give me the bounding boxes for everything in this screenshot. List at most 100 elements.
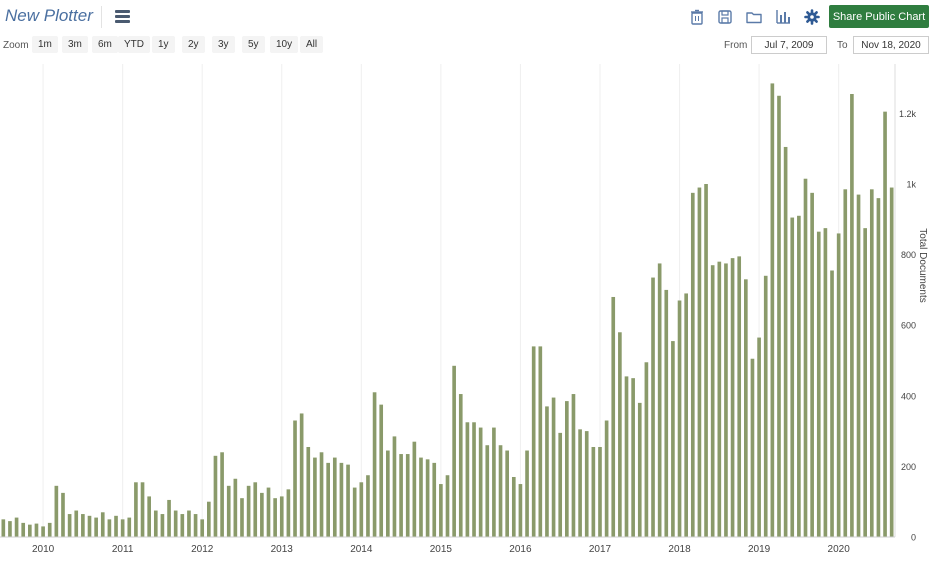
zoom-1y-button[interactable]: 1y	[152, 36, 175, 53]
bar-2018-09[interactable]	[730, 258, 735, 537]
bar-2016-07[interactable]	[558, 432, 563, 537]
bar-2015-03[interactable]	[452, 365, 456, 537]
bar-2011-03[interactable]	[134, 482, 138, 537]
bar-2014-07[interactable]	[399, 454, 403, 537]
trash-icon[interactable]	[688, 8, 706, 26]
bar-2011-01[interactable]	[120, 519, 125, 537]
bar-2011-12[interactable]	[193, 514, 198, 537]
bar-2015-05[interactable]	[465, 422, 470, 537]
bar-2012-11[interactable]	[266, 487, 271, 537]
bar-2011-09[interactable]	[173, 510, 178, 537]
bar-2020-06[interactable]	[869, 189, 874, 537]
bar-2014-11[interactable]	[425, 459, 430, 537]
bar-2013-11[interactable]	[346, 464, 350, 537]
bar-2019-03[interactable]	[770, 83, 775, 537]
bar-2012-07[interactable]	[240, 498, 244, 537]
bar-2017-04[interactable]	[618, 332, 622, 537]
zoom-6m-button[interactable]: 6m	[92, 36, 118, 53]
to-date-input[interactable]	[853, 36, 929, 54]
bar-2015-01[interactable]	[439, 484, 443, 537]
bar-2016-08[interactable]	[565, 401, 569, 537]
bar-2012-06[interactable]	[233, 478, 238, 537]
bar-2015-07[interactable]	[478, 427, 483, 537]
bar-2013-07[interactable]	[319, 452, 324, 537]
bar-2009-08[interactable]	[8, 521, 12, 537]
bar-2012-01[interactable]	[200, 519, 205, 537]
bar-2012-05[interactable]	[226, 485, 231, 537]
bar-2010-06[interactable]	[74, 510, 79, 537]
bar-2019-09[interactable]	[810, 192, 814, 537]
bar-2018-08[interactable]	[724, 263, 728, 537]
bar-2012-02[interactable]	[207, 501, 211, 537]
bar-2018-03[interactable]	[690, 192, 695, 537]
bar-2017-08[interactable]	[644, 362, 649, 537]
bar-2018-02[interactable]	[684, 293, 688, 537]
bar-2015-02[interactable]	[445, 475, 450, 537]
bar-2017-05[interactable]	[624, 376, 629, 537]
bar-2011-08[interactable]	[167, 499, 171, 537]
bar-2012-03[interactable]	[213, 455, 218, 537]
bar-2019-05[interactable]	[783, 146, 788, 537]
bar-2010-08[interactable]	[87, 515, 92, 537]
zoom-5y-button[interactable]: 5y	[242, 36, 265, 53]
bar-2016-01[interactable]	[518, 484, 523, 537]
bar-2017-10[interactable]	[657, 263, 662, 537]
bar-2013-12[interactable]	[352, 487, 357, 537]
bar-2017-03[interactable]	[611, 296, 616, 537]
bar-2016-03[interactable]	[531, 346, 536, 537]
bar-2013-06[interactable]	[313, 457, 317, 537]
bar-2017-06[interactable]	[631, 378, 635, 537]
bar-2019-01[interactable]	[757, 337, 761, 537]
bar-2018-07[interactable]	[717, 261, 722, 537]
zoom-1m-button[interactable]: 1m	[32, 36, 58, 53]
bar-2020-01[interactable]	[836, 233, 841, 537]
bar-2018-12[interactable]	[750, 358, 755, 537]
bar-2010-07[interactable]	[81, 514, 85, 537]
bar-2018-01[interactable]	[677, 300, 682, 538]
bar-2013-08[interactable]	[326, 462, 330, 537]
hamburger-menu-icon[interactable]	[115, 10, 130, 23]
bar-2011-02[interactable]	[127, 517, 132, 537]
bar-2009-09[interactable]	[14, 517, 19, 537]
bar-2010-12[interactable]	[114, 515, 118, 537]
bar-2011-07[interactable]	[160, 514, 165, 537]
bar-2014-04[interactable]	[379, 404, 384, 537]
bar-2019-06[interactable]	[790, 217, 795, 538]
bar-2015-04[interactable]	[458, 394, 463, 537]
bar-2020-03[interactable]	[850, 94, 854, 537]
bar-2019-07[interactable]	[797, 215, 801, 537]
bar-2017-12[interactable]	[671, 341, 675, 537]
bar-2018-11[interactable]	[744, 279, 748, 537]
bar-2020-04[interactable]	[856, 194, 861, 537]
bar-2017-09[interactable]	[651, 277, 655, 537]
bar-2018-06[interactable]	[710, 265, 715, 537]
bar-2010-04[interactable]	[61, 492, 65, 537]
bar-2019-08[interactable]	[803, 178, 808, 537]
bar-2013-04[interactable]	[299, 413, 304, 537]
bar-2011-06[interactable]	[153, 510, 158, 537]
bar-2010-03[interactable]	[54, 485, 59, 537]
bar-2013-02[interactable]	[286, 489, 291, 537]
bar-2010-11[interactable]	[107, 519, 112, 537]
bar-2010-01[interactable]	[41, 526, 45, 537]
bar-2016-05[interactable]	[545, 406, 549, 537]
bar-2011-05[interactable]	[147, 496, 151, 537]
bar-2016-10[interactable]	[578, 429, 582, 537]
bar-2016-09[interactable]	[571, 394, 576, 537]
bar-2012-09[interactable]	[253, 482, 258, 537]
zoom-all-button[interactable]: All	[300, 36, 324, 53]
bar-2020-09[interactable]	[889, 187, 894, 538]
zoom-2y-button[interactable]: 2y	[182, 36, 205, 53]
bar-2014-01[interactable]	[359, 482, 364, 537]
bar-2010-10[interactable]	[100, 512, 105, 537]
bar-2016-02[interactable]	[525, 450, 529, 537]
bar-2015-06[interactable]	[472, 422, 476, 537]
zoom-3m-button[interactable]: 3m	[62, 36, 88, 53]
bar-2019-10[interactable]	[816, 231, 821, 538]
bar-2019-11[interactable]	[823, 228, 828, 537]
bar-2015-08[interactable]	[485, 445, 490, 537]
share-public-chart-button[interactable]: Share Public Chart	[829, 5, 929, 28]
bar-2016-04[interactable]	[538, 346, 543, 537]
bar-2017-11[interactable]	[664, 289, 669, 537]
bar-2015-11[interactable]	[505, 450, 509, 537]
